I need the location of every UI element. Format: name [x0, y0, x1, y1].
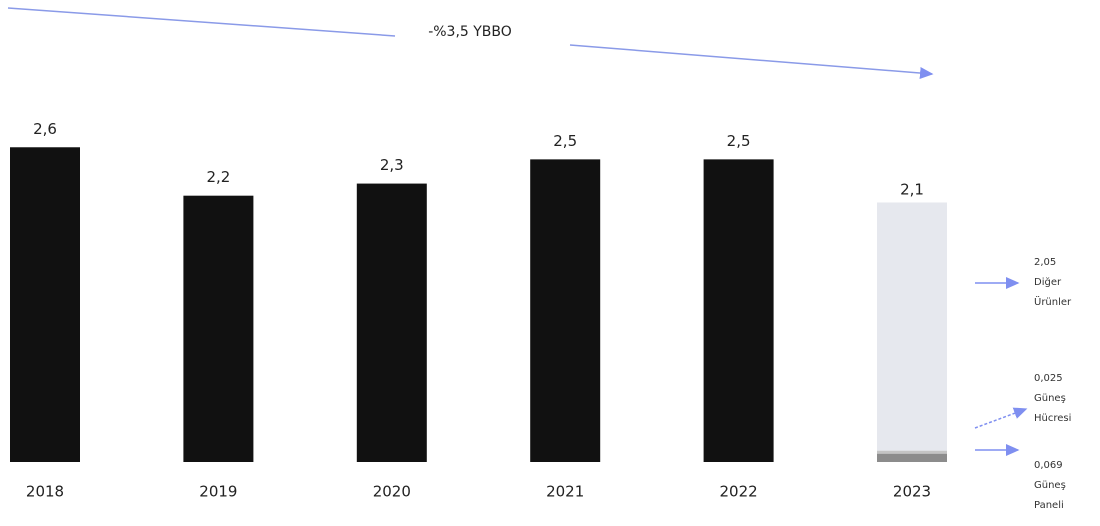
breakdown-name: Hücresi [1034, 413, 1071, 424]
bar [703, 159, 774, 463]
bar [183, 195, 254, 462]
breakdown-value: 2,05 [1034, 257, 1056, 268]
x-tick-label: 2020 [373, 483, 411, 501]
breakdown-value: 0,025 [1034, 373, 1063, 384]
trend-arrow [569, 44, 934, 80]
x-tick-label: 2018 [26, 483, 64, 501]
trend-line [7, 7, 396, 37]
x-tick-label: 2023 [893, 483, 931, 501]
value-label: 2,5 [727, 132, 751, 150]
trend-label: -%3,5 YBBO [428, 24, 512, 40]
bar [356, 183, 427, 462]
x-tick-label: 2019 [199, 483, 237, 501]
x-tick-label: 2021 [546, 483, 584, 501]
breakdown-value: 0,069 [1034, 460, 1063, 471]
breakdown-name: Paneli [1034, 500, 1064, 511]
breakdown-name: Güneş [1034, 480, 1066, 491]
value-label: 2,2 [206, 168, 230, 186]
x-tick-label: 2022 [720, 483, 758, 501]
breakdown-name: Diğer [1034, 276, 1062, 288]
stack-segment [877, 202, 947, 451]
value-label: 2,6 [33, 120, 57, 138]
breakdown-arrow [974, 407, 1028, 429]
stack-segment [877, 453, 947, 462]
value-label: 2,1 [900, 180, 924, 198]
value-label: 2,3 [380, 156, 404, 174]
breakdown-name: Güneş [1034, 393, 1066, 404]
breakdown-name: Ürünler [1034, 295, 1072, 308]
bar [530, 159, 601, 463]
bar [10, 147, 80, 462]
stack-segment [877, 450, 947, 454]
value-label: 2,5 [553, 132, 577, 150]
